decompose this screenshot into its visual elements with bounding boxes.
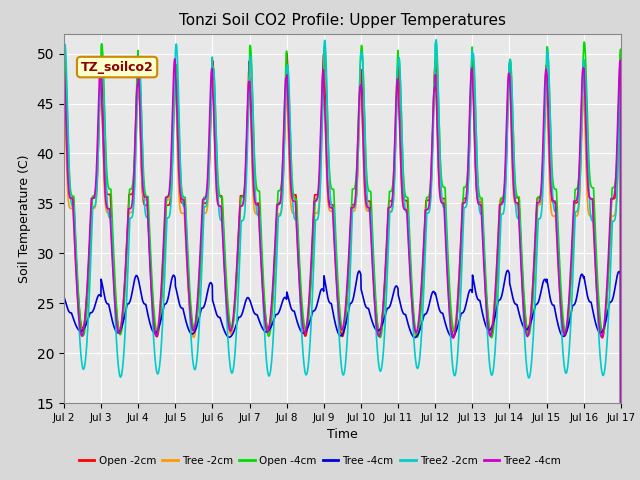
Legend: Open -2cm, Tree -2cm, Open -4cm, Tree -4cm, Tree2 -2cm, Tree2 -4cm: Open -2cm, Tree -2cm, Open -4cm, Tree -4… — [75, 452, 565, 470]
Text: TZ_soilco2: TZ_soilco2 — [81, 60, 154, 73]
Title: Tonzi Soil CO2 Profile: Upper Temperatures: Tonzi Soil CO2 Profile: Upper Temperatur… — [179, 13, 506, 28]
Y-axis label: Soil Temperature (C): Soil Temperature (C) — [18, 154, 31, 283]
X-axis label: Time: Time — [327, 429, 358, 442]
